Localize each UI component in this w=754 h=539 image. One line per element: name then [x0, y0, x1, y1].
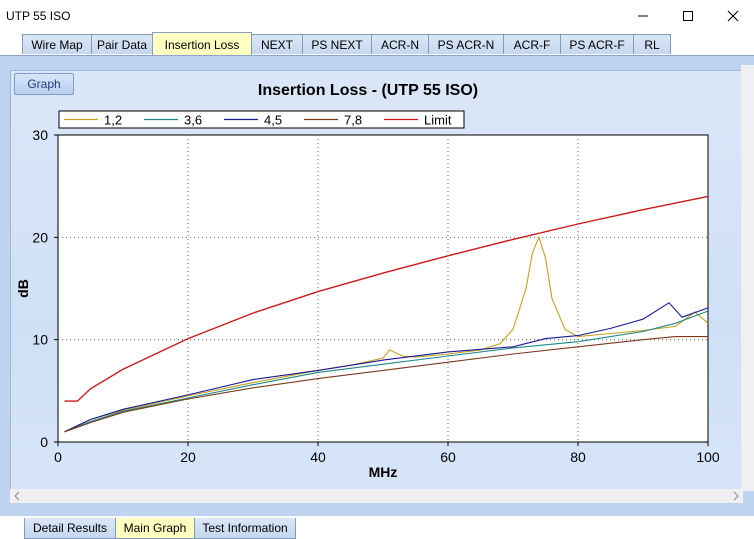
tab-acr-n[interactable]: ACR-N — [371, 34, 429, 54]
legend-entry-label: 7,8 — [344, 113, 362, 128]
plot-background — [57, 134, 709, 443]
legend-entry-label: 1,2 — [104, 113, 122, 128]
chart-legend: 1,2 3,6 4,5 7,8 Limit — [58, 110, 465, 129]
y-axis-label: dB — [15, 279, 31, 298]
tab-ps-acr-n[interactable]: PS ACR-N — [428, 34, 504, 54]
maximize-icon — [683, 11, 693, 21]
x-tick-label: 100 — [696, 449, 720, 465]
series-line-4-5 — [64, 302, 709, 433]
horizontal-scrollbar[interactable] — [10, 489, 743, 503]
legend-entry-label: 4,5 — [264, 113, 282, 128]
scroll-left-icon — [14, 491, 20, 501]
bottom-tab-strip: Detail Results Main Graph Test Informati… — [0, 516, 754, 539]
maximize-button[interactable] — [665, 0, 711, 32]
scroll-right-icon — [733, 491, 739, 501]
tab-rl[interactable]: RL — [633, 34, 671, 54]
minimize-button[interactable] — [620, 0, 666, 32]
tab-insertion-loss[interactable]: Insertion Loss — [152, 32, 252, 56]
y-tick-label: 30 — [32, 127, 48, 143]
y-tick-label: 20 — [32, 229, 48, 245]
tab-acr-f[interactable]: ACR-F — [503, 34, 561, 54]
x-tick-label: 80 — [570, 449, 586, 465]
x-tick-label: 40 — [310, 449, 326, 465]
minimize-icon — [638, 15, 648, 17]
series-line-3-6 — [64, 310, 709, 433]
legend-entry-label: 3,6 — [184, 113, 202, 128]
legend-entry-label: Limit — [424, 113, 452, 128]
top-tab-strip: Wire Map Pair Data Insertion Loss NEXT P… — [0, 32, 754, 56]
series-line-limit — [64, 195, 709, 402]
x-tick-label: 0 — [54, 449, 62, 465]
plot-area: 0 20 40 60 80 100 0 10 20 30 MHz dB — [15, 127, 720, 480]
graph-button[interactable]: Graph — [14, 73, 74, 95]
scroll-arrows — [14, 491, 739, 501]
x-tick-label: 20 — [180, 449, 196, 465]
vertical-scrollbar[interactable] — [741, 65, 754, 491]
tab-ps-next[interactable]: PS NEXT — [302, 34, 372, 54]
window-title: UTP 55 ISO — [6, 9, 71, 23]
close-icon — [727, 10, 739, 22]
y-tick-label: 10 — [32, 332, 48, 348]
x-axis-label: MHz — [369, 464, 398, 480]
tab-detail-results[interactable]: Detail Results — [24, 518, 116, 539]
y-tick-label: 0 — [40, 434, 48, 450]
tab-main-graph[interactable]: Main Graph — [115, 518, 195, 539]
legend-box — [58, 110, 465, 129]
close-button[interactable] — [710, 0, 754, 32]
title-bar: UTP 55 ISO — [0, 0, 754, 32]
tab-next[interactable]: NEXT — [251, 34, 303, 54]
series-line-7-8 — [64, 336, 708, 433]
x-tick-label: 60 — [440, 449, 456, 465]
tab-ps-acr-f[interactable]: PS ACR-F — [560, 34, 634, 54]
chart-title: Insertion Loss - (UTP 55 ISO) — [258, 82, 478, 99]
tab-pair-data[interactable]: Pair Data — [91, 34, 153, 54]
series-line-1-2 — [64, 235, 709, 433]
tab-test-information[interactable]: Test Information — [194, 518, 296, 539]
